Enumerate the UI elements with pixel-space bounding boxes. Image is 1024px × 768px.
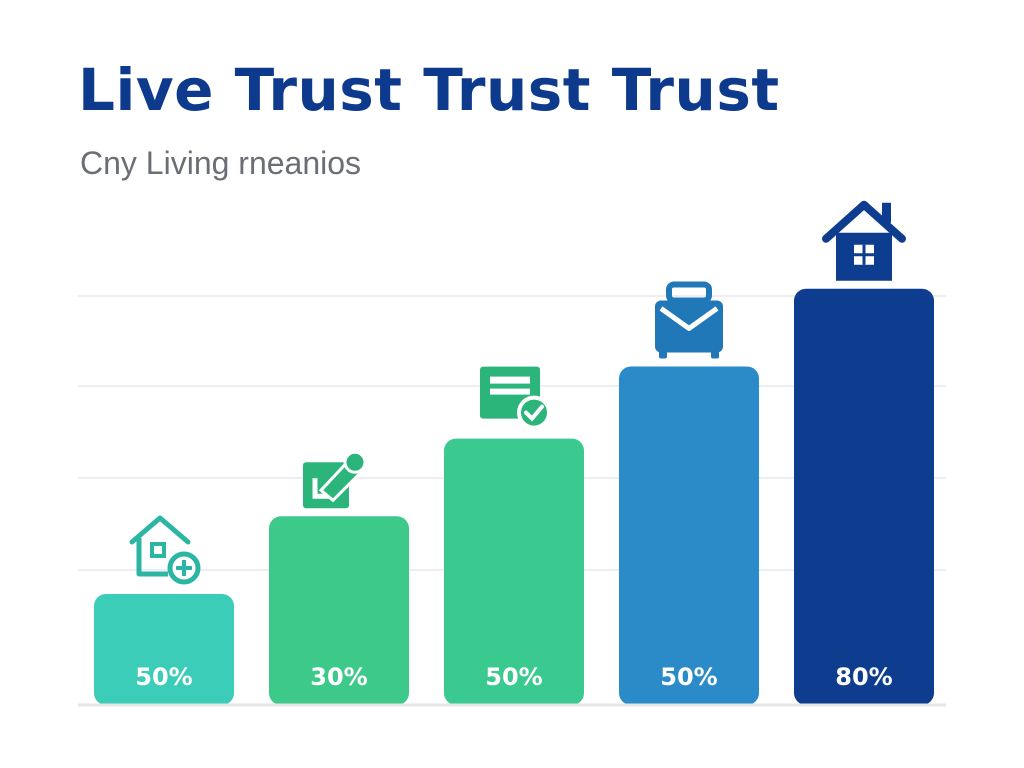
checked-card-icon bbox=[480, 366, 551, 430]
bar-1 bbox=[94, 594, 234, 705]
bar-3 bbox=[444, 438, 584, 705]
icons-group bbox=[129, 200, 906, 585]
edit-document-icon bbox=[303, 450, 367, 509]
data-label-5: 80% bbox=[835, 663, 892, 691]
briefcase-icon bbox=[655, 281, 723, 359]
chart-title: Live Trust Trust Trust bbox=[78, 56, 780, 124]
bars-group bbox=[94, 288, 934, 705]
data-label-1: 50% bbox=[135, 663, 192, 691]
data-label-2: 30% bbox=[310, 663, 367, 691]
house-plus-icon bbox=[129, 515, 201, 585]
bar-2 bbox=[269, 516, 409, 705]
bar-5 bbox=[794, 288, 934, 705]
house-icon bbox=[822, 200, 906, 281]
data-labels-group: 50% 30% 50% 50% 80% bbox=[135, 663, 892, 691]
bar-4 bbox=[619, 366, 759, 705]
data-label-4: 50% bbox=[660, 663, 717, 691]
data-label-3: 50% bbox=[485, 663, 542, 691]
chart-subtitle: Cny Living rneanios bbox=[80, 145, 362, 181]
